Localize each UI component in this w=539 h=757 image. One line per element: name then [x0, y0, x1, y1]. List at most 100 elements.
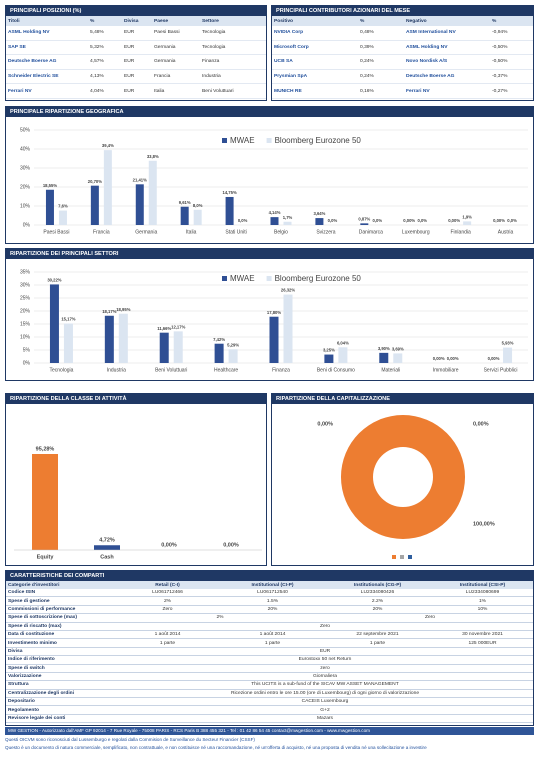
positions-panel: PRINCIPALI POSIZIONI (%) Titoli% Divisa Pa… — [5, 5, 267, 101]
table-row: Struttura This UCITS is a sub-fund of the… — [6, 680, 533, 690]
table-cell: LU2334080699 — [430, 589, 533, 598]
table-cell: Mazars — [115, 714, 533, 724]
table-cell: 4,57% — [88, 54, 122, 70]
table-cell: MUNICH RE — [272, 83, 358, 99]
table-cell: Tecnologia — [200, 40, 266, 56]
table-cell: EUR — [115, 647, 533, 657]
table-cell: Germania — [152, 40, 200, 56]
table-cell: Beni Voluttuari — [200, 83, 266, 99]
table-cell: 0,24% — [358, 69, 404, 85]
table-row: SAP SE 5,32% EUR Germania Tecnologia — [6, 40, 266, 56]
bar — [118, 313, 128, 363]
column-header: Institutional (CSI-P) — [430, 581, 533, 589]
table-cell: 0,24% — [358, 54, 404, 70]
value-label: 6,04% — [337, 340, 349, 345]
table-cell: zero — [115, 664, 533, 673]
footer-company: MW GESTION - Autorizzato dall'AMF GP 920… — [5, 727, 534, 735]
table-cell: CACEIS Luxembourg — [115, 697, 533, 707]
row-label: Codice ISIN — [6, 589, 115, 598]
table-row: Prysmian SpA 0,24% Deutsche Boerse AG -0,37… — [272, 69, 533, 85]
cap-panel: RIPARTIZIONE DELLA CAPITALIZZAZIONE 100,… — [271, 393, 534, 566]
table-cell: 1 parte — [115, 638, 220, 648]
table-cell: -0,94% — [490, 26, 533, 41]
row-label: Depositario — [6, 697, 115, 707]
table-cell: Zero — [115, 622, 533, 631]
row-label: Divisa — [6, 647, 115, 657]
value-label: 0,0% — [417, 218, 427, 223]
section-title: PRINCIPALI POSIZIONI (%) — [6, 6, 266, 16]
bar — [503, 347, 513, 363]
table-row: Divisa EUR — [6, 647, 533, 657]
row-label: Data di costituzione — [6, 630, 115, 640]
x-tick-label: Germania — [135, 229, 157, 235]
section-title: RIPARTIZIONE DELLA CAPITALIZZAZIONE — [272, 394, 533, 404]
table-row: Centralizzazione degli ordini Ricezione o… — [6, 689, 533, 699]
table-cell: ASML Holding NV — [404, 40, 490, 56]
table-cell: 20% — [220, 605, 325, 615]
y-tick-label: 20% — [20, 184, 31, 190]
table-cell: 0,48% — [358, 26, 404, 41]
column-header: % — [88, 16, 122, 26]
table-row: NVIDIA Corp 0,48% ASM International NV -0,9… — [272, 26, 533, 41]
table-cell: Ferrari NV — [404, 83, 490, 99]
section-title: RIPARTIZIONE DELLA CLASSE DI ATTIVITÀ — [6, 394, 266, 404]
value-label: 0,87% — [358, 216, 370, 221]
y-tick-label: 40% — [20, 146, 31, 152]
value-label: 0,00% — [447, 356, 459, 361]
table-cell: Finanza — [200, 54, 266, 70]
pie-slice — [340, 415, 466, 539]
bar — [90, 185, 99, 225]
x-tick-label: Finlandia — [450, 229, 471, 235]
bar — [214, 343, 224, 363]
value-label: 18,95% — [116, 307, 130, 312]
y-tick-label: 0% — [23, 360, 31, 366]
table-row: Schneider Electric SE 4,13% EUR Francia Indu… — [6, 69, 266, 85]
bar — [58, 210, 67, 225]
table-cell: -0,27% — [490, 83, 533, 99]
table-cell: Novo Nordisk A/S — [404, 54, 490, 70]
table-cell: LU061712540 — [220, 589, 325, 598]
row-label: Revisore legale dei conti — [6, 714, 115, 724]
x-tick-label: Materiali — [381, 367, 400, 373]
footer-note: Questo è un documento di natura commerci… — [5, 745, 427, 750]
table-cell: 5,32% — [88, 40, 122, 56]
row-label: Regolamento — [6, 705, 115, 715]
table-cell: 1 août 2014 — [220, 630, 325, 640]
bar — [135, 184, 144, 225]
table-row: Commissioni di performance Zero 20% 20% 10% — [6, 605, 533, 615]
table-row: Spese di sottoscrizione (max) 2% Zero — [6, 613, 533, 623]
x-tick-label: Austria — [498, 229, 514, 235]
table-row: Spese di gestione 2% 1.5% 2.2% 1% — [6, 596, 533, 606]
value-label: 0,00% — [488, 356, 500, 361]
row-label: Investimento minimo — [6, 638, 115, 648]
table-cell: Microsoft Corp — [272, 40, 358, 56]
value-label: 21,41% — [133, 177, 147, 182]
value-label: 30,22% — [47, 278, 61, 283]
value-label: 1,9% — [462, 214, 472, 219]
table-row: Microsoft Corp 0,39% ASML Holding NV -0,50% — [272, 40, 533, 56]
column-header: Institutional (CI-P) — [220, 581, 325, 589]
header-row: Titoli% Divisa Paese Settore — [6, 16, 266, 26]
section-title: PRINCIPALE RIPARTIZIONE GEOGRAFICA — [6, 107, 533, 117]
table-cell: EUR — [122, 69, 152, 85]
table-cell: 2% — [115, 613, 325, 623]
contributors-panel: PRINCIPALI CONTRIBUTORI AZIONARI DEL MES… — [271, 5, 534, 101]
x-tick-label: Immobiliare — [433, 367, 459, 373]
table-cell: 125 000EUR — [430, 638, 533, 648]
bar — [315, 218, 324, 225]
table-row: Regolamento G+2 — [6, 705, 533, 715]
value-label: 0,00% — [433, 356, 445, 361]
sector-panel: RIPARTIZIONE DEI PRINCIPALI SETTORI 0% 5%… — [5, 248, 534, 381]
row-label: Struttura — [6, 680, 115, 690]
value-label: 18,17% — [102, 309, 116, 314]
column-header: Settore — [200, 16, 266, 26]
value-label: 7,42% — [213, 337, 225, 342]
table-cell: UCB SA — [272, 54, 358, 70]
y-tick-label: 30% — [20, 165, 31, 171]
x-tick-label: Luxembourg — [402, 229, 430, 235]
legend-label: Bloomberg Eurozone 50 — [275, 274, 362, 283]
y-tick-label: 35% — [20, 269, 31, 275]
table-cell: ASML Holding NV — [6, 26, 88, 41]
bar — [104, 315, 114, 363]
value-label: 0,00% — [493, 218, 505, 223]
